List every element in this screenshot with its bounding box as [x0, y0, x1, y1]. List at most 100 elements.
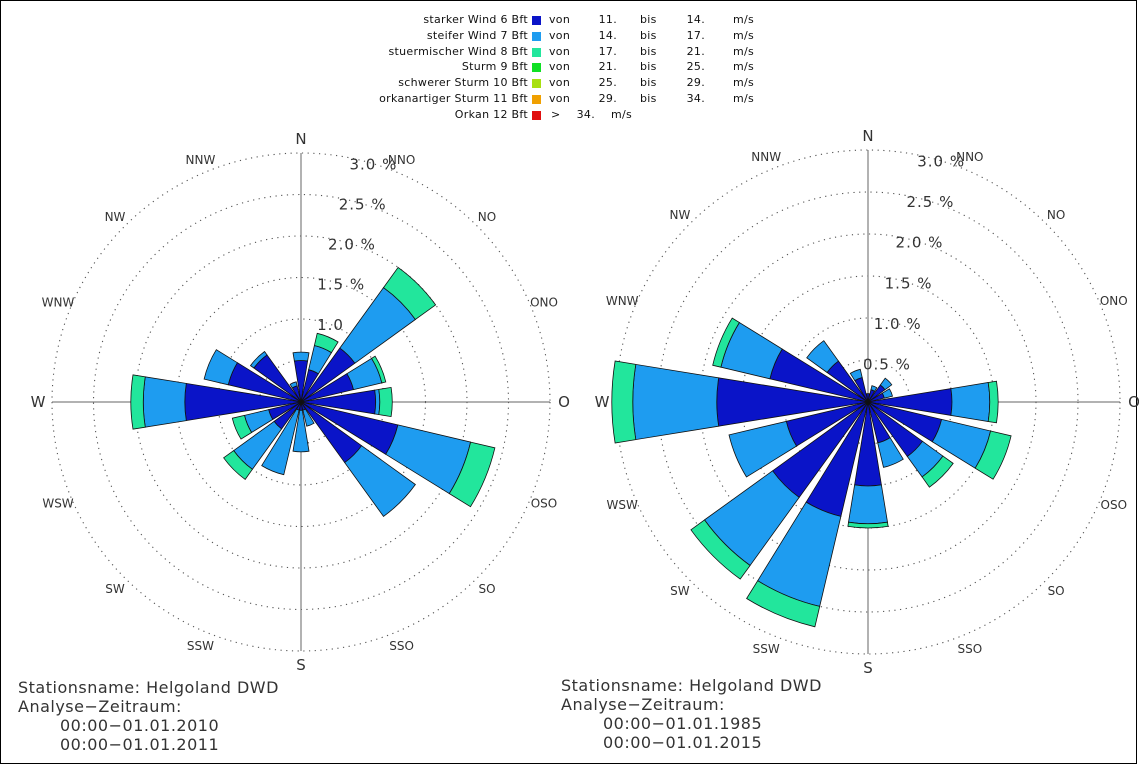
- direction-label: NNO: [388, 153, 415, 167]
- petal-WSW-8Bft: [231, 414, 253, 440]
- petal-W-8Bft: [130, 374, 146, 430]
- legend-to-label: bis: [640, 13, 657, 26]
- ring-label: 1.0 %: [874, 315, 922, 333]
- petal-N-6Bft: [866, 393, 870, 403]
- direction-label: SO: [1048, 584, 1065, 598]
- direction-label: WNW: [606, 294, 639, 308]
- wind-rose-chart-1985-2015: N NNO NO ONO O OSO SO SSO S SSW SW WSW W WNW NW NNW 0.5 …: [595, 127, 1139, 677]
- petal-NW-7Bft: [806, 340, 840, 374]
- direction-label: W: [31, 393, 46, 411]
- legend-from-value: 11.: [598, 13, 617, 26]
- direction-label: SO: [478, 582, 495, 596]
- petal-SO-8Bft: [921, 455, 954, 488]
- station-info-2010: Stationsname: Helgoland DWD Analyse−Zeit…: [18, 678, 279, 754]
- analysis-period-label: Analyse−Zeitraum:: [561, 695, 725, 714]
- petal-SSO-7Bft: [302, 408, 315, 427]
- legend-unit: m/s: [733, 76, 755, 90]
- direction-label: NW: [669, 208, 690, 222]
- period-start: 00:00−01.01.1985: [603, 714, 763, 733]
- petal-NO-7Bft: [879, 377, 893, 391]
- petal-N-7Bft: [292, 351, 310, 362]
- direction-label: SW: [105, 582, 125, 596]
- petal-SW-8Bft: [223, 450, 253, 480]
- direction-label: S: [863, 659, 873, 677]
- ring-label: 2.5 %: [339, 196, 387, 214]
- legend-unit: m/s: [733, 60, 755, 74]
- direction-label: N: [295, 130, 306, 148]
- direction-label: SSO: [957, 642, 982, 656]
- legend-to-label: bis: [640, 92, 657, 105]
- legend-row: orkanartiger Sturm 11 Bft von 29. bis 34. m/s: [300, 92, 820, 107]
- legend-to-value: 29.: [686, 76, 705, 90]
- petal-NNW-7Bft: [289, 381, 298, 389]
- petal-ONO-8Bft: [371, 355, 387, 384]
- ring-label: 3.0 %: [349, 156, 397, 174]
- ring-label: 3.0 %: [917, 153, 965, 171]
- legend-row: schwerer Sturm 10 Bft von 25. bis 29. m/s: [300, 76, 820, 91]
- direction-label: OSO: [1101, 498, 1128, 512]
- direction-label: NO: [478, 210, 496, 224]
- legend-from-value: 25.: [598, 76, 617, 90]
- station-name: Stationsname: Helgoland DWD: [18, 678, 279, 697]
- station-info-1985-2015: Stationsname: Helgoland DWD Analyse−Zeit…: [561, 676, 822, 752]
- petal-NNO-8Bft: [313, 332, 339, 354]
- petal-SO-7Bft: [344, 445, 416, 517]
- legend-from-label: von: [549, 60, 571, 74]
- legend-from-value: 29.: [598, 92, 617, 105]
- legend-unit: m/s: [733, 44, 755, 58]
- petal-O-8Bft: [987, 380, 999, 424]
- direction-label: NNW: [185, 153, 215, 167]
- analysis-period-label: Analyse−Zeitraum:: [18, 697, 182, 716]
- legend-swatch: [532, 63, 541, 73]
- legend-to-label: bis: [640, 60, 657, 74]
- legend-to-label: bis: [640, 76, 657, 90]
- legend-swatch: [532, 31, 541, 41]
- ring-label: 2.5 %: [906, 193, 954, 211]
- direction-label: SW: [670, 584, 690, 598]
- period-start: 00:00−01.01.2010: [60, 716, 220, 735]
- petal-S-7Bft: [292, 409, 310, 453]
- ring-label: 1.0: [317, 316, 344, 334]
- direction-label: ONO: [530, 295, 558, 309]
- legend-to-value: 17.: [686, 28, 705, 42]
- petal-WNW-7Bft: [203, 349, 238, 386]
- legend-from-label: >: [551, 107, 561, 121]
- legend-to-value: 25.: [686, 60, 705, 74]
- legend-from-label: von: [549, 28, 571, 42]
- petal-S-7Bft: [848, 484, 888, 525]
- legend-from-value: 21.: [598, 60, 617, 74]
- legend-unit: m/s: [733, 92, 755, 105]
- ring-label: 2.0 %: [328, 236, 376, 254]
- direction-label: NNO: [956, 150, 983, 164]
- petal-SSW-8Bft: [746, 580, 821, 628]
- legend-row: stuermischer Wind 8 Bft von 17. bis 21. m/s: [300, 45, 820, 60]
- direction-label: WNW: [42, 295, 75, 309]
- legend-unit: m/s: [733, 28, 755, 42]
- direction-label: NO: [1047, 208, 1065, 222]
- petal-NNW-7Bft: [849, 368, 863, 382]
- petal-NNO-7Bft: [870, 385, 878, 392]
- direction-label: W: [595, 393, 610, 411]
- legend-swatch: [532, 47, 541, 57]
- petal-OSO-8Bft: [974, 430, 1012, 480]
- legend-swatch: [532, 110, 541, 120]
- legend-from-label: von: [549, 44, 571, 58]
- petal-O-8Bft: [378, 386, 393, 418]
- direction-label: ONO: [1100, 294, 1128, 308]
- petal-NW-7Bft: [249, 350, 268, 369]
- petal-W-8Bft: [611, 360, 637, 444]
- legend-from-label: von: [549, 13, 571, 26]
- legend-unit: m/s: [733, 13, 755, 26]
- legend-to-value: 21.: [686, 44, 705, 58]
- legend-row: Sturm 9 Bft von 21. bis 25. m/s: [300, 60, 820, 75]
- wind-class-legend: starker Wind 6 Bft von 11. bis 14. m/s steifer…: [300, 13, 820, 133]
- direction-label: NNW: [751, 150, 781, 164]
- ring-label: 2.0 %: [896, 234, 944, 252]
- petal-S-8Bft: [847, 521, 889, 529]
- petal-ONO-7Bft: [881, 388, 893, 399]
- direction-label: NW: [105, 210, 126, 224]
- legend-class-name: Sturm 9 Bft: [461, 60, 528, 74]
- petal-WSW-7Bft: [728, 420, 798, 478]
- direction-label: SSO: [389, 639, 414, 653]
